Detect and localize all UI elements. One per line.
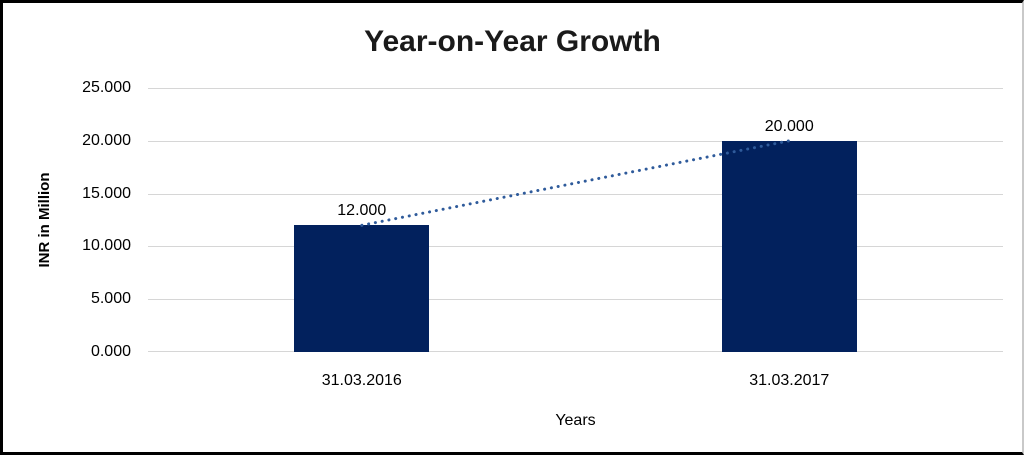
gridline <box>148 246 1003 248</box>
chart-title: Year-on-Year Growth <box>364 25 661 58</box>
plot-area: 12.000 20.000 <box>148 88 1003 352</box>
bar-column: 12.000 <box>294 88 430 352</box>
trendline-svg <box>360 139 791 227</box>
x-axis-title: Years <box>555 412 596 429</box>
x-tick-label: 31.03.2017 <box>749 372 830 389</box>
gridline <box>148 351 1003 352</box>
bar <box>721 140 857 352</box>
bar-data-label: 20.000 <box>764 117 814 135</box>
y-tick-label: 5.000 <box>90 290 131 307</box>
y-tick-label: 25.000 <box>82 79 131 96</box>
y-tick-label: 20.000 <box>82 132 131 149</box>
bar-column: 20.000 <box>721 88 857 352</box>
bar <box>294 225 430 352</box>
y-axis-title: INR in Million <box>36 172 53 268</box>
gridline <box>148 88 1003 89</box>
gridline <box>148 140 1003 142</box>
y-tick-label: 15.000 <box>82 185 131 202</box>
y-tick-label: 0.000 <box>90 343 131 360</box>
gridline <box>148 193 1003 195</box>
bar-data-label: 12.000 <box>337 202 387 220</box>
gridline <box>148 299 1003 301</box>
y-tick-label: 10.000 <box>82 237 131 254</box>
x-tick-label: 31.03.2016 <box>321 372 402 389</box>
x-axis-labels: 31.03.2016 31.03.2017 <box>148 372 1003 392</box>
